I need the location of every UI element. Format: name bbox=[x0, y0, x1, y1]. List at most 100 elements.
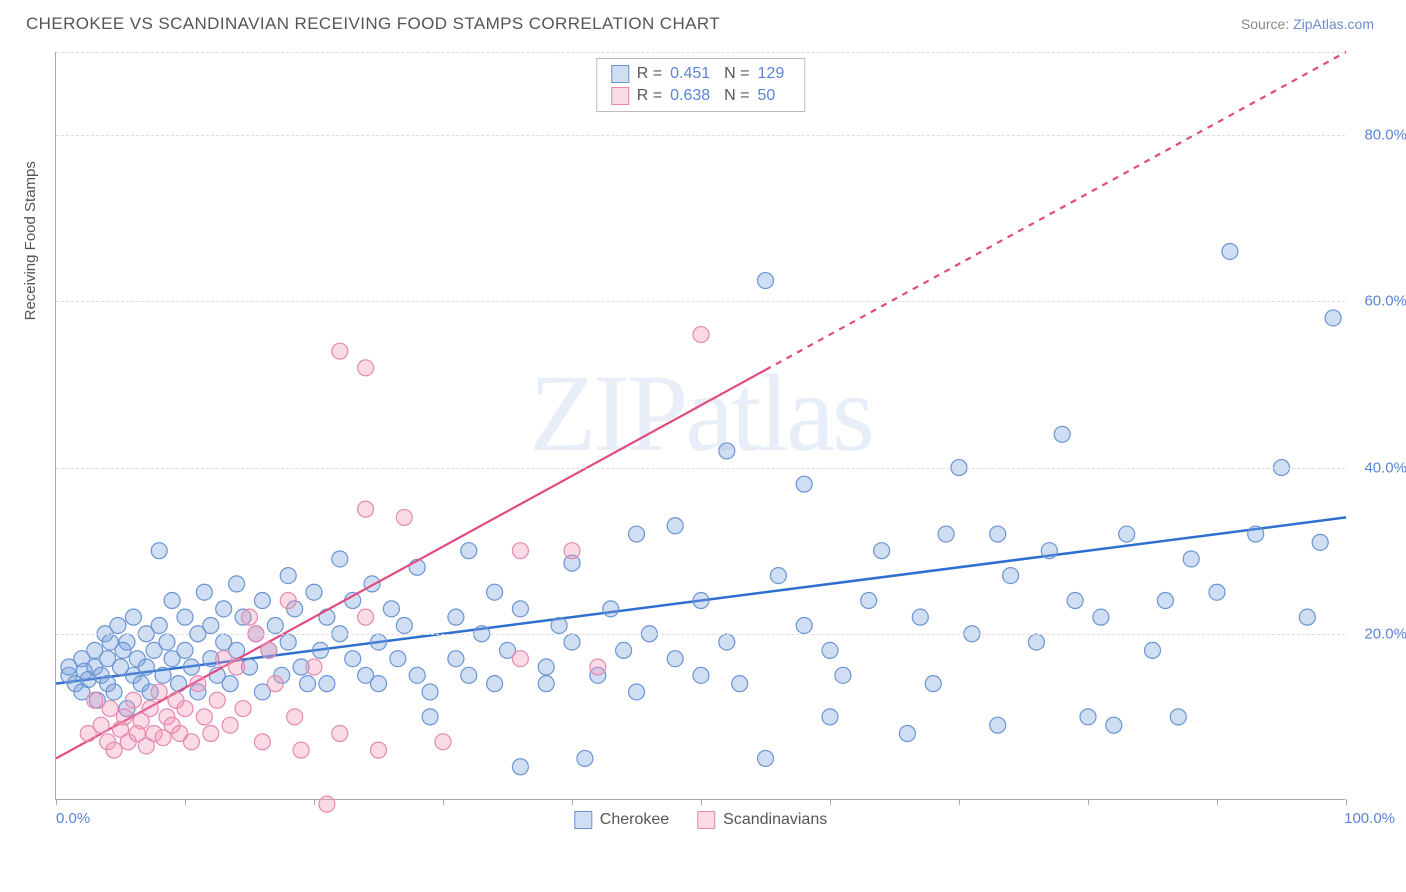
data-point bbox=[422, 684, 438, 700]
data-point bbox=[1106, 717, 1122, 733]
data-point bbox=[306, 659, 322, 675]
data-point bbox=[261, 642, 277, 658]
data-point bbox=[603, 601, 619, 617]
data-point bbox=[822, 709, 838, 725]
data-point bbox=[422, 709, 438, 725]
data-point bbox=[196, 709, 212, 725]
gridline bbox=[56, 634, 1345, 635]
data-point bbox=[693, 327, 709, 343]
data-point bbox=[319, 676, 335, 692]
data-point bbox=[151, 543, 167, 559]
data-point bbox=[616, 642, 632, 658]
data-point bbox=[358, 501, 374, 517]
data-point bbox=[448, 651, 464, 667]
data-point bbox=[222, 676, 238, 692]
data-point bbox=[209, 692, 225, 708]
legend-item: Cherokee bbox=[574, 811, 669, 829]
data-point bbox=[1183, 551, 1199, 567]
data-point bbox=[758, 273, 774, 289]
data-point bbox=[293, 742, 309, 758]
data-point bbox=[629, 684, 645, 700]
chart-title: CHEROKEE VS SCANDINAVIAN RECEIVING FOOD … bbox=[26, 14, 720, 34]
x-tick bbox=[1088, 799, 1089, 805]
data-point bbox=[371, 676, 387, 692]
data-point bbox=[590, 659, 606, 675]
data-point bbox=[564, 543, 580, 559]
data-point bbox=[1067, 593, 1083, 609]
data-point bbox=[1299, 609, 1315, 625]
gridline bbox=[56, 52, 1345, 53]
gridline bbox=[56, 468, 1345, 469]
data-point bbox=[461, 667, 477, 683]
data-point bbox=[142, 701, 158, 717]
trend-line-dashed bbox=[766, 52, 1347, 370]
data-point bbox=[732, 676, 748, 692]
data-point bbox=[1222, 243, 1238, 259]
x-tick bbox=[701, 799, 702, 805]
data-point bbox=[822, 642, 838, 658]
data-point bbox=[551, 617, 567, 633]
x-tick bbox=[959, 799, 960, 805]
gridline bbox=[56, 135, 1345, 136]
data-point bbox=[409, 667, 425, 683]
data-point bbox=[267, 676, 283, 692]
data-point bbox=[1145, 642, 1161, 658]
data-point bbox=[222, 717, 238, 733]
data-point bbox=[312, 642, 328, 658]
data-point bbox=[125, 692, 141, 708]
data-point bbox=[758, 750, 774, 766]
data-point bbox=[155, 667, 171, 683]
data-point bbox=[106, 684, 122, 700]
data-point bbox=[151, 684, 167, 700]
data-point bbox=[345, 651, 361, 667]
data-point bbox=[1080, 709, 1096, 725]
data-point bbox=[396, 509, 412, 525]
data-point bbox=[159, 634, 175, 650]
y-tick-label: 60.0% bbox=[1364, 293, 1406, 310]
data-point bbox=[1028, 634, 1044, 650]
data-point bbox=[1312, 534, 1328, 550]
data-point bbox=[164, 593, 180, 609]
data-point bbox=[435, 734, 451, 750]
data-point bbox=[203, 617, 219, 633]
legend-swatch bbox=[574, 811, 592, 829]
legend-label: Scandinavians bbox=[723, 811, 827, 829]
data-point bbox=[254, 593, 270, 609]
data-point bbox=[319, 609, 335, 625]
data-point bbox=[1248, 526, 1264, 542]
data-point bbox=[512, 651, 528, 667]
data-point bbox=[990, 526, 1006, 542]
data-point bbox=[267, 617, 283, 633]
data-point bbox=[390, 651, 406, 667]
source-link[interactable]: ZipAtlas.com bbox=[1293, 16, 1374, 32]
x-tick bbox=[443, 799, 444, 805]
data-point bbox=[332, 726, 348, 742]
data-point bbox=[319, 796, 335, 812]
data-point bbox=[125, 609, 141, 625]
x-tick-label: 0.0% bbox=[56, 810, 90, 827]
data-point bbox=[461, 543, 477, 559]
data-point bbox=[383, 601, 399, 617]
data-point bbox=[899, 726, 915, 742]
data-point bbox=[177, 701, 193, 717]
data-point bbox=[332, 343, 348, 359]
data-point bbox=[874, 543, 890, 559]
data-point bbox=[770, 568, 786, 584]
data-point bbox=[1041, 543, 1057, 559]
data-point bbox=[216, 601, 232, 617]
x-tick bbox=[1217, 799, 1218, 805]
data-point bbox=[1157, 593, 1173, 609]
x-tick bbox=[56, 799, 57, 805]
data-point bbox=[1093, 609, 1109, 625]
data-point bbox=[371, 634, 387, 650]
data-point bbox=[196, 584, 212, 600]
data-point bbox=[371, 742, 387, 758]
data-point bbox=[512, 759, 528, 775]
legend-item: Scandinavians bbox=[697, 811, 827, 829]
data-point bbox=[719, 443, 735, 459]
data-point bbox=[280, 593, 296, 609]
data-point bbox=[106, 742, 122, 758]
data-point bbox=[1325, 310, 1341, 326]
data-point bbox=[177, 609, 193, 625]
data-point bbox=[487, 584, 503, 600]
